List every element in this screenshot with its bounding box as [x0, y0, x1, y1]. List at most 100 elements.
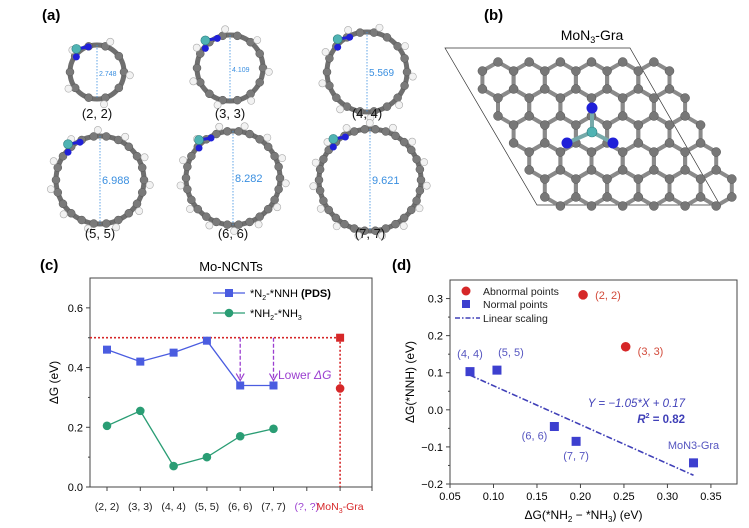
point-label: (3, 3) [638, 346, 664, 358]
panel-b-title: MoN3-Gra [561, 27, 624, 45]
hydrogen-atom [230, 227, 239, 235]
molybdenum-atom [328, 134, 339, 144]
carbon-atom [274, 162, 283, 172]
carbon-atom [137, 188, 147, 197]
carbon-atom [508, 84, 519, 94]
carbon-atom [212, 217, 221, 227]
carbon-atom [332, 93, 341, 102]
carbon-atom [524, 111, 534, 121]
r2-part: = 0.82 [650, 414, 686, 426]
carbon-atom [181, 173, 191, 183]
carbon-atom [349, 224, 359, 233]
data-point-square [136, 357, 145, 366]
carbon-atom [233, 31, 242, 41]
hydrogen-atom [332, 222, 341, 231]
chirality-label: (7, 7) [355, 226, 385, 241]
carbon-atom [540, 120, 550, 130]
carbon-atom [571, 66, 581, 76]
x-tick-label: 0.05 [439, 491, 460, 503]
point-label: (6, 6) [522, 431, 548, 443]
legend-marker [461, 286, 471, 296]
hydrogen-atom [281, 179, 290, 188]
carbon-atom [319, 196, 328, 205]
carbon-atom [633, 66, 644, 76]
carbon-atom [355, 107, 365, 116]
hydrogen-atom [140, 153, 149, 162]
annotation-lower-dg: Lower ΔG [278, 368, 331, 382]
molybdenum-atom [200, 35, 211, 46]
panel-b-graphene: MoN3-Gra [444, 27, 737, 211]
carbon-atom [664, 120, 675, 130]
series-line-0 [106, 339, 274, 387]
hydrogen-atom [253, 36, 262, 44]
carbon-atom [633, 138, 644, 148]
carbon-atom [524, 93, 534, 103]
hydrogen-atom [422, 181, 431, 190]
carbon-atom [324, 205, 333, 215]
hydrogen-atom [408, 72, 417, 81]
hydrogen-atom [205, 221, 214, 230]
carbon-atom [124, 142, 134, 151]
carbon-atom [246, 37, 255, 47]
carbon-atom [711, 201, 721, 211]
carbon-atom [695, 138, 706, 148]
plot-frame [449, 279, 738, 485]
nitrogen-atom [84, 43, 92, 51]
panel-d-chart: −0.2 −0.1 0.0 0.1 0.2 0.3 0.05 0.10 0.15 0.20 0.25… [403, 279, 738, 524]
nitrogen-atom [201, 44, 209, 52]
carbon-atom [649, 165, 659, 175]
hydrogen-atom [408, 137, 417, 146]
carbon-atom [540, 138, 550, 148]
carbon-atom [399, 213, 409, 223]
reference-point-circle [335, 384, 345, 393]
carbon-atom [124, 209, 134, 218]
carbon-atom [493, 111, 503, 121]
carbon-atom [371, 125, 380, 134]
hydrogen-atom [49, 157, 58, 166]
hydrogen-atom [375, 23, 384, 32]
carbon-atom [137, 163, 147, 172]
carbon-atom [192, 63, 202, 73]
carbon-atom [66, 209, 76, 218]
carbon-atom [586, 147, 597, 157]
normal-point [571, 436, 581, 446]
carbon-atom [617, 57, 628, 67]
fit-r2: R2 = 0.82 [637, 413, 685, 426]
point-label: (5, 5) [498, 347, 524, 359]
annotation-part: ΔG [313, 368, 331, 382]
carbon-atom [399, 137, 409, 147]
hydrogen-atom [311, 158, 320, 167]
panel-label-a: (a) [42, 7, 60, 24]
carbon-atom [524, 147, 534, 157]
hydrogen-atom [186, 205, 194, 213]
carbon-atom [664, 174, 675, 184]
carbon-atom [114, 135, 123, 145]
hydrogen-atom [176, 181, 185, 190]
diameter-label: 8.282 [235, 173, 263, 185]
carbon-atom [524, 165, 534, 175]
carbon-atom [555, 147, 566, 157]
carbon-atom [360, 226, 369, 235]
hydrogen-atom [121, 132, 130, 141]
carbon-atom [727, 192, 737, 202]
hydrogen-atom [189, 77, 198, 86]
carbon-atom [196, 78, 205, 87]
y-tick-label: 0.2 [68, 422, 83, 434]
molybdenum-atom [332, 34, 343, 44]
hydrogen-atom [401, 42, 409, 50]
hydrogen-atom [318, 79, 327, 88]
chirality-label: (6, 6) [218, 226, 248, 241]
hydrogen-atom [354, 231, 363, 240]
nitrogen-atom [561, 137, 573, 149]
hydrogen-atom [46, 185, 55, 194]
hydrogen-atom [64, 84, 73, 93]
nanotube: 8.282 (6, 6) [176, 122, 290, 241]
x-tick-label: (?, ?) [295, 501, 320, 513]
x-tick-label: (2, 2) [95, 501, 120, 513]
hydrogen-atom [112, 223, 121, 232]
hydrogen-atom [278, 154, 287, 163]
point-label: (2, 2) [595, 290, 621, 302]
hydrogen-atom [395, 101, 404, 109]
hydrogen-atom [213, 101, 222, 109]
carbon-atom [325, 81, 334, 90]
